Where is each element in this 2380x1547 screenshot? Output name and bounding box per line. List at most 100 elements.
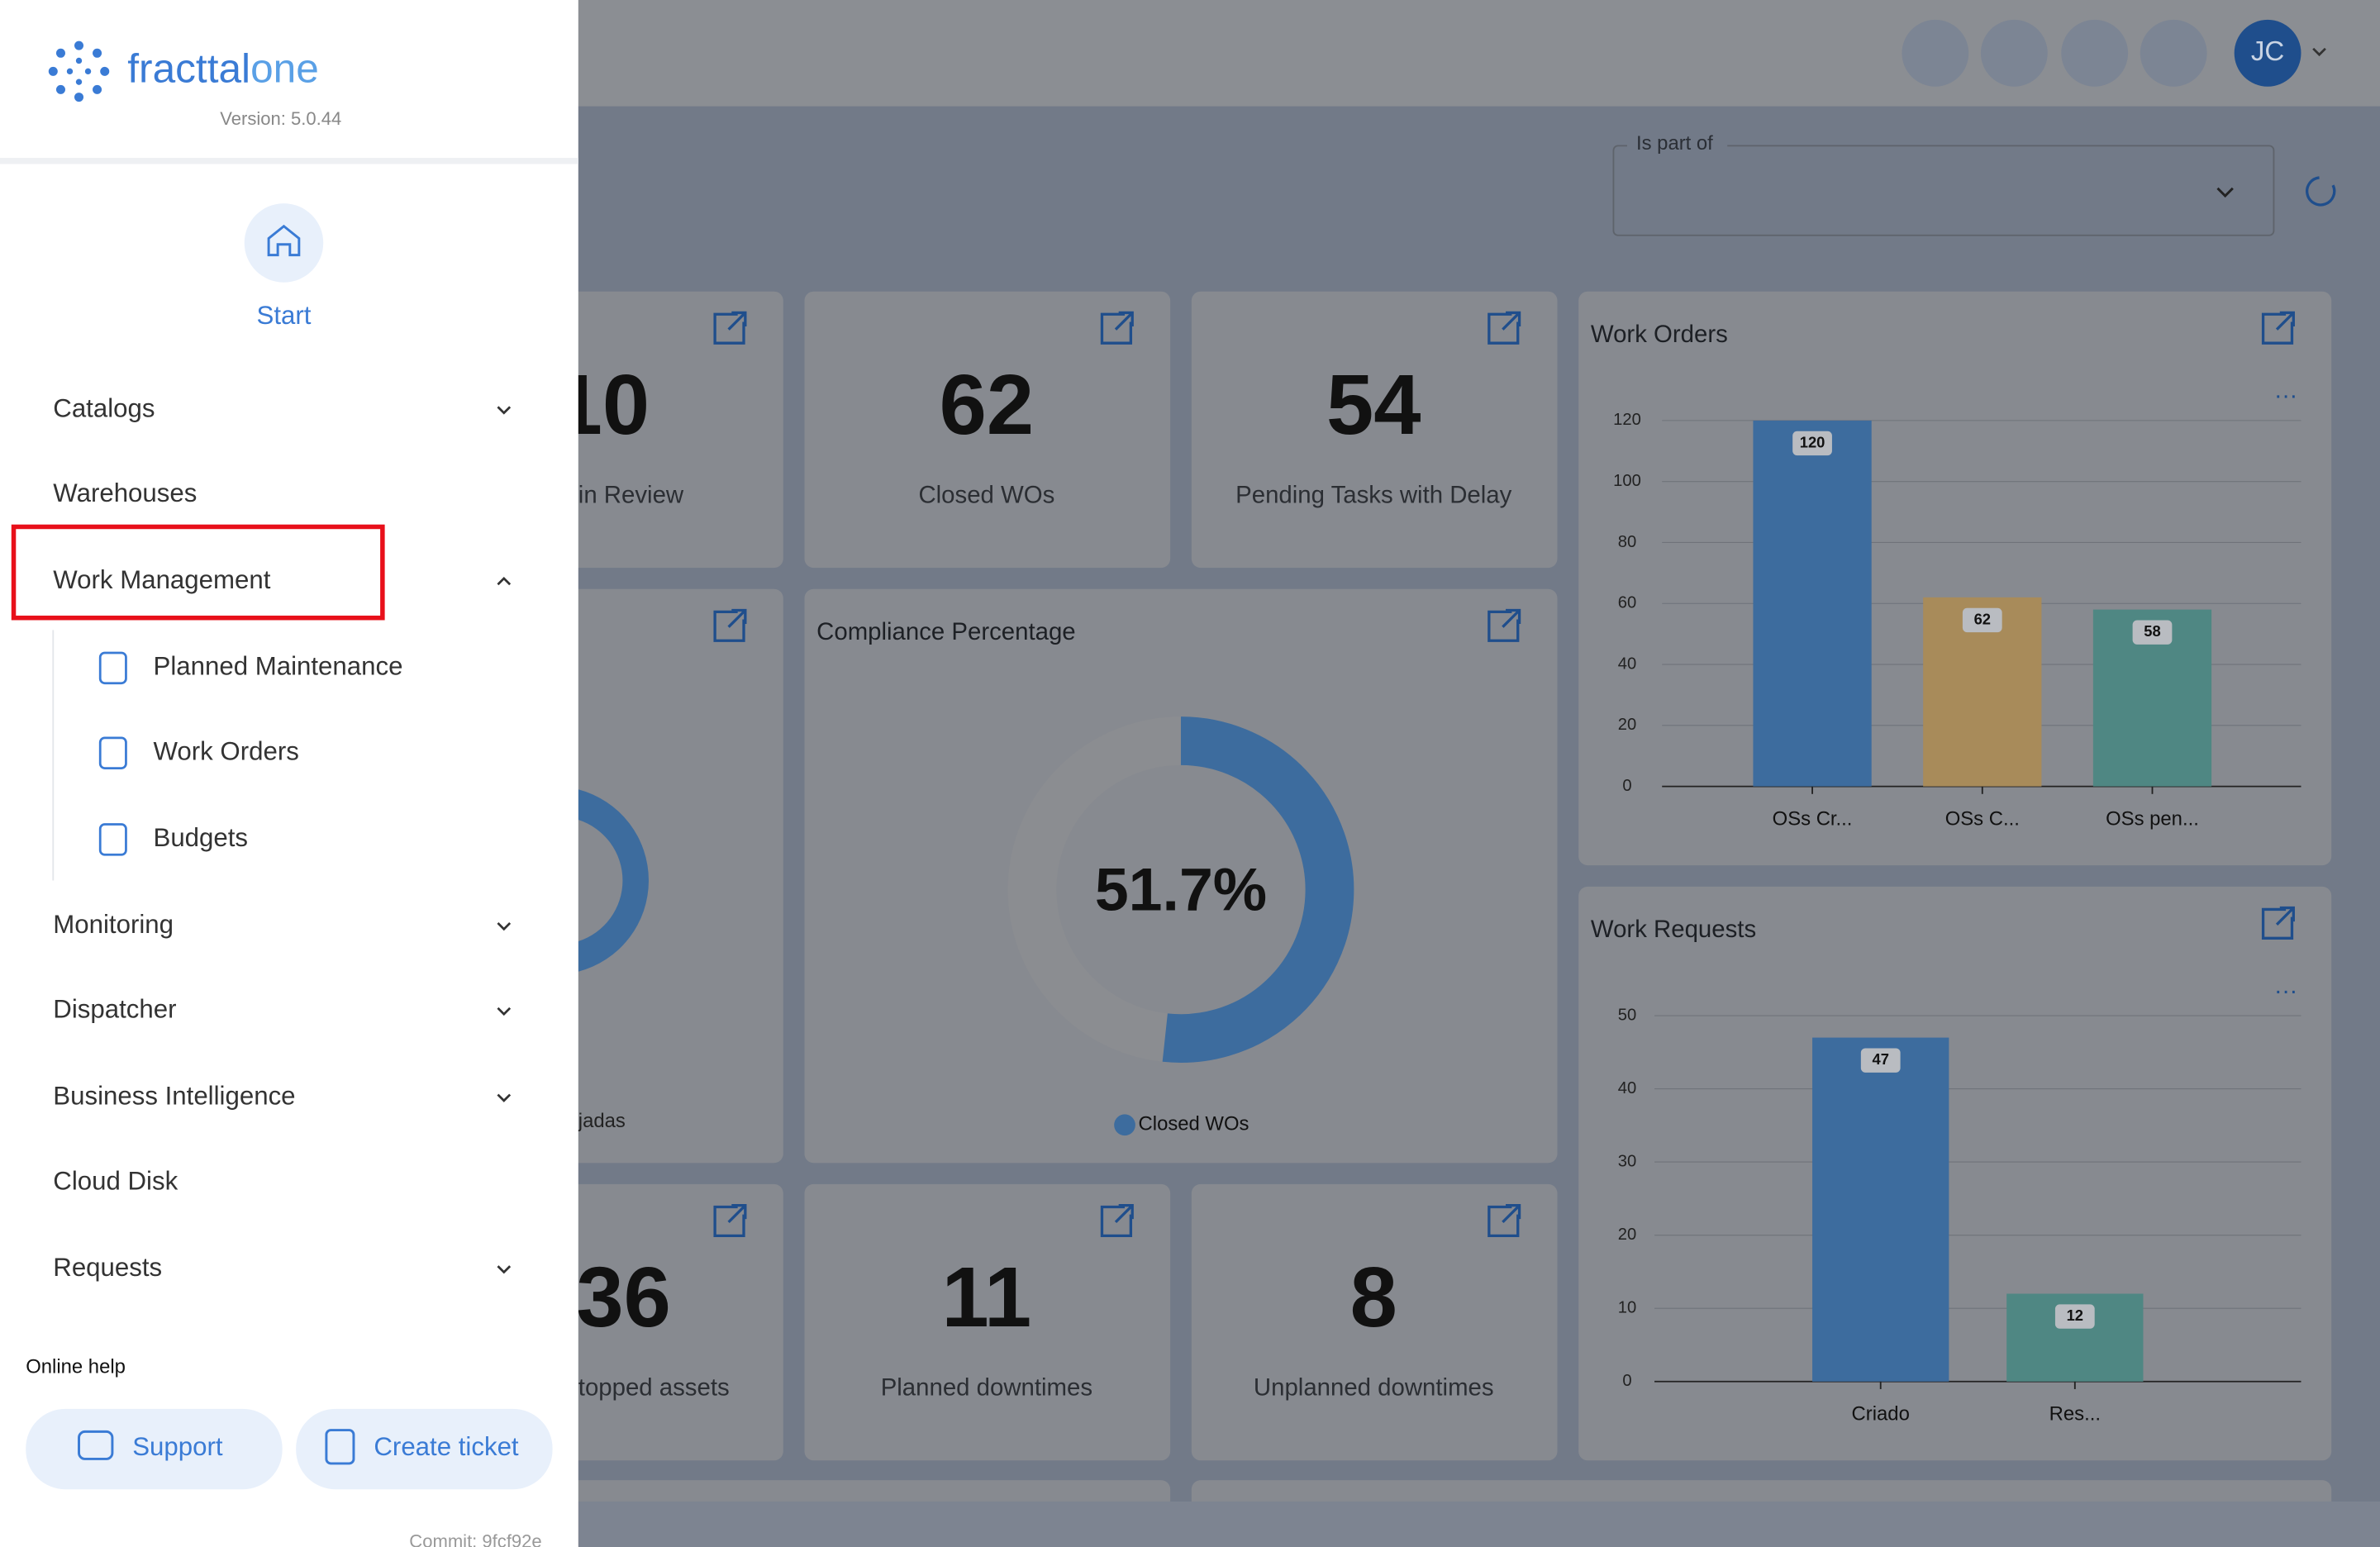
kpi-value: 11 bbox=[942, 1250, 1032, 1345]
legend-label[interactable]: Closed WOs bbox=[1139, 1113, 1250, 1135]
legend-swatch bbox=[1114, 1114, 1135, 1136]
expand-icon[interactable] bbox=[713, 1204, 747, 1238]
y-tick-label: 0 bbox=[1622, 777, 1631, 795]
header-icon[interactable] bbox=[1902, 19, 1969, 87]
x-tick-label: OSs C... bbox=[1945, 807, 2020, 830]
expand-icon[interactable] bbox=[1488, 608, 1521, 642]
kpi-value: 36 bbox=[576, 1250, 670, 1345]
filter-select[interactable] bbox=[1612, 145, 2275, 236]
menu-chevron[interactable] bbox=[497, 1265, 512, 1274]
menu-chevron[interactable] bbox=[497, 1093, 512, 1102]
menu-item[interactable]: Work Management bbox=[53, 565, 270, 594]
bar[interactable] bbox=[1753, 420, 1872, 787]
submenu-item[interactable]: Planned Maintenance bbox=[154, 652, 403, 681]
y-tick-label: 120 bbox=[1613, 411, 1641, 429]
y-tick-label: 60 bbox=[1618, 594, 1636, 612]
menu-item[interactable]: Dispatcher bbox=[53, 995, 176, 1024]
x-tick-label: OSs Cr... bbox=[1773, 807, 1853, 830]
menu-item[interactable]: Requests bbox=[53, 1253, 162, 1282]
value-label: 120 bbox=[1800, 433, 1825, 450]
value-label: 12 bbox=[2067, 1307, 2083, 1324]
partial-label: jadas bbox=[578, 1110, 626, 1132]
card bbox=[1191, 291, 1558, 569]
page-bottom bbox=[578, 1501, 2380, 1547]
value-label: 47 bbox=[1873, 1050, 1889, 1068]
expand-icon[interactable] bbox=[1100, 311, 1134, 345]
y-tick-label: 30 bbox=[1618, 1152, 1636, 1170]
expand-icon[interactable] bbox=[713, 608, 747, 642]
filter-label-bg bbox=[1626, 133, 1728, 155]
menu-item[interactable]: Monitoring bbox=[53, 910, 174, 939]
brand-suffix: one bbox=[250, 45, 319, 91]
kpi-value: 62 bbox=[940, 357, 1034, 452]
y-tick-label: 80 bbox=[1618, 533, 1636, 551]
expand-icon[interactable] bbox=[713, 311, 747, 345]
menu-chevron[interactable] bbox=[497, 576, 512, 586]
header-icon[interactable] bbox=[2140, 19, 2207, 87]
avatar-chevron bbox=[2312, 47, 2326, 57]
kpi-value: 8 bbox=[1350, 1250, 1397, 1345]
sidebar: fracttalone Version: 5.0.44 Start Online… bbox=[0, 0, 578, 1547]
value-label: 58 bbox=[2144, 622, 2160, 640]
expand-icon[interactable] bbox=[1100, 1204, 1134, 1238]
x-tick-label: OSs pen... bbox=[2106, 807, 2199, 830]
menu-item[interactable]: Warehouses bbox=[53, 478, 197, 507]
y-tick-label: 20 bbox=[1618, 716, 1636, 734]
online-help: Online help bbox=[26, 1356, 126, 1378]
chart-menu: … bbox=[2273, 377, 2297, 404]
menu-chevron[interactable] bbox=[497, 406, 512, 415]
expand-icon[interactable] bbox=[1488, 1204, 1521, 1238]
y-tick-label: 40 bbox=[1618, 1079, 1636, 1097]
x-tick-label: Res... bbox=[2049, 1402, 2101, 1425]
logo-mark bbox=[48, 40, 110, 102]
y-tick-label: 100 bbox=[1613, 472, 1641, 490]
create-ticket-label[interactable]: Create ticket bbox=[374, 1432, 519, 1461]
value-label-bg bbox=[1962, 607, 2002, 633]
menu-item[interactable]: Catalogs bbox=[53, 393, 155, 422]
kpi-value: 54 bbox=[1326, 357, 1421, 452]
menu-chevron[interactable] bbox=[497, 921, 512, 931]
refresh-icon[interactable] bbox=[2306, 176, 2336, 207]
avatar[interactable] bbox=[2234, 19, 2301, 87]
kpi-label: Planned downtimes bbox=[881, 1374, 1092, 1402]
support-button[interactable] bbox=[26, 1408, 283, 1490]
chart-menu: … bbox=[2273, 972, 2297, 999]
support-label[interactable]: Support bbox=[132, 1432, 223, 1461]
card bbox=[1191, 1183, 1558, 1461]
kpi-label: topped assets bbox=[578, 1374, 730, 1402]
expand-icon[interactable] bbox=[2261, 311, 2295, 345]
value-label-bg bbox=[2054, 1304, 2095, 1329]
submenu-item[interactable]: Work Orders bbox=[154, 736, 299, 765]
donut-center-label: 51.7% bbox=[1095, 854, 1267, 923]
brand: fracttalone bbox=[127, 45, 319, 91]
submenu-icon bbox=[98, 823, 127, 856]
submenu-item[interactable]: Budgets bbox=[154, 823, 249, 852]
partial-donut bbox=[578, 789, 649, 972]
kpi-label: Unplanned downtimes bbox=[1254, 1374, 1494, 1402]
brand-name: fracttal bbox=[127, 45, 250, 91]
y-tick-label: 50 bbox=[1618, 1006, 1636, 1024]
start-button[interactable] bbox=[244, 203, 324, 283]
chart-title: Compliance Percentage bbox=[816, 618, 1075, 645]
menu-item[interactable]: Business Intelligence bbox=[53, 1081, 295, 1110]
card bbox=[804, 291, 1171, 569]
filter-chevron bbox=[2216, 187, 2234, 198]
highlight-box bbox=[11, 524, 385, 621]
header-icon[interactable] bbox=[2061, 19, 2129, 87]
card bbox=[804, 1183, 1171, 1461]
menu-item[interactable]: Cloud Disk bbox=[53, 1166, 178, 1195]
value-label: 62 bbox=[1974, 610, 1991, 627]
create-ticket-button[interactable] bbox=[296, 1408, 553, 1490]
expand-icon[interactable] bbox=[1488, 311, 1521, 345]
start-label[interactable]: Start bbox=[257, 301, 312, 330]
card bbox=[1578, 886, 2332, 1461]
header-icon[interactable] bbox=[1980, 19, 2048, 87]
bar[interactable] bbox=[1812, 1037, 1949, 1382]
y-tick-label: 20 bbox=[1618, 1226, 1636, 1244]
chart-title: Work Requests bbox=[1591, 916, 1756, 943]
menu-chevron[interactable] bbox=[497, 1007, 512, 1016]
value-label-bg bbox=[2132, 620, 2173, 645]
expand-icon[interactable] bbox=[2261, 906, 2295, 940]
value-label-bg bbox=[1792, 431, 1832, 456]
